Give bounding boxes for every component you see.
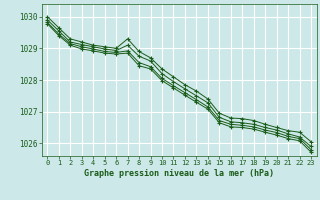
X-axis label: Graphe pression niveau de la mer (hPa): Graphe pression niveau de la mer (hPa) <box>84 169 274 178</box>
